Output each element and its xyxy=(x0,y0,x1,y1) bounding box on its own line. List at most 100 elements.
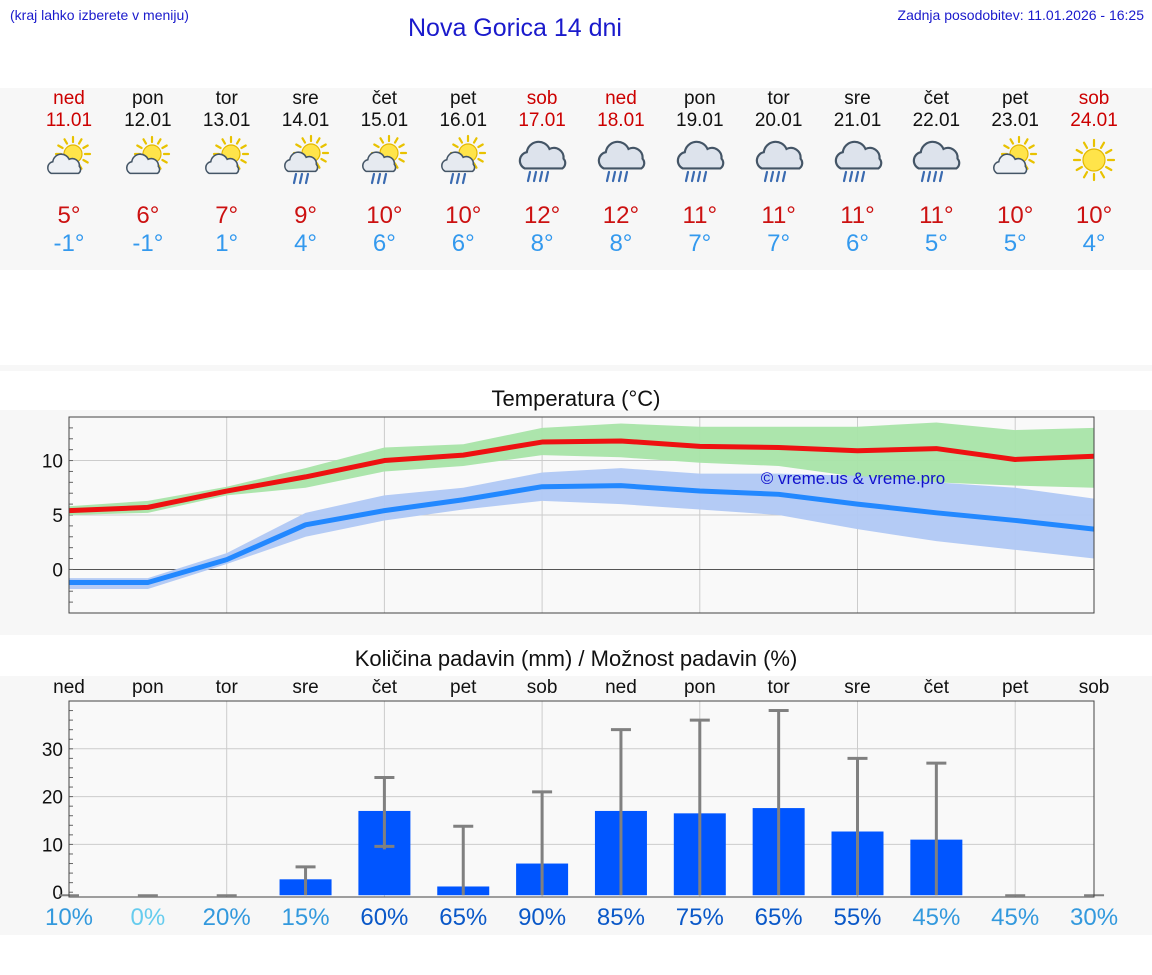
precip-probability: 45% xyxy=(912,904,961,931)
temp-min: 4° xyxy=(294,230,318,257)
cloud-rain-icon xyxy=(751,134,807,190)
temp-max: 12° xyxy=(602,202,640,229)
temp-max: 11° xyxy=(761,202,796,229)
last-updated: Zadnja posodobitev: 11.01.2026 - 16:25 xyxy=(897,7,1144,23)
sun-rain-icon xyxy=(356,134,412,190)
day-date: 16.01 xyxy=(439,110,488,131)
sun-rain-icon xyxy=(435,134,491,190)
day-column[interactable]: pet 23.01 10° 5° xyxy=(976,88,1054,258)
sun-icon xyxy=(1066,134,1122,190)
day-column[interactable]: ned 11.01 5° -1° xyxy=(30,88,108,258)
day-column[interactable]: sre 14.01 9° 4° xyxy=(267,88,345,258)
sun-rain-icon xyxy=(278,134,334,190)
day-date: 12.01 xyxy=(124,110,172,131)
x-day-label: ned xyxy=(53,677,85,698)
plot-frame xyxy=(68,700,1095,898)
forecast-band xyxy=(0,88,1152,270)
temp-min: 7° xyxy=(688,230,712,257)
x-day-label: ned xyxy=(605,677,637,698)
temp-min: 6° xyxy=(846,230,869,257)
temp-max: 10° xyxy=(445,202,482,229)
day-column[interactable]: ned 18.01 12° 8° xyxy=(582,88,660,258)
x-day-label: sob xyxy=(527,677,558,698)
cloud-rain-icon xyxy=(830,134,886,190)
temp-max: 10° xyxy=(1075,202,1113,229)
precip-probability: 15% xyxy=(281,904,330,931)
x-day-label: pon xyxy=(132,677,164,698)
day-column[interactable]: tor 13.01 7° 1° xyxy=(188,88,266,258)
temp-max: 9° xyxy=(294,202,318,229)
day-date: 19.01 xyxy=(676,110,724,131)
day-column[interactable]: čet 15.01 10° 6° xyxy=(345,88,423,258)
x-day-label: tor xyxy=(768,677,791,698)
sun-cloud-icon xyxy=(199,134,255,190)
precip-probability: 65% xyxy=(439,904,488,931)
day-name: tor xyxy=(767,88,790,109)
day-column[interactable]: sob 24.01 10° 4° xyxy=(1055,88,1133,258)
x-day-label: pon xyxy=(684,677,716,698)
daily-forecast: ned 11.01 5° -1° pon 12.01 6° -1° tor 13.01 7° 1° sr… xyxy=(0,88,1152,268)
day-name: ned xyxy=(605,88,637,109)
day-name: ned xyxy=(53,88,85,109)
precip-probability: 45% xyxy=(991,904,1040,931)
day-column[interactable]: sre 21.01 11° 6° xyxy=(819,88,897,258)
temp-max: 10° xyxy=(366,202,403,229)
day-column[interactable]: pon 19.01 11° 7° xyxy=(661,88,739,258)
x-day-label: pet xyxy=(1002,677,1029,698)
temp-max: 11° xyxy=(919,202,954,229)
cloud-rain-icon xyxy=(908,134,964,190)
day-name: pet xyxy=(1001,88,1029,109)
day-column[interactable]: pon 12.01 6° -1° xyxy=(109,88,187,258)
x-day-label: sob xyxy=(1079,677,1110,698)
cloud-rain-icon xyxy=(672,134,728,190)
sun-cloud-icon xyxy=(120,134,176,190)
precip-probability: 30% xyxy=(1070,904,1119,931)
day-name: sob xyxy=(1078,88,1110,109)
temp-min: 8° xyxy=(530,230,554,257)
temp-min: 6° xyxy=(372,230,396,257)
location-menu-hint[interactable]: (kraj lahko izberete v meniju) xyxy=(10,7,189,23)
temp-max: 10° xyxy=(997,202,1034,229)
day-column[interactable]: čet 22.01 11° 5° xyxy=(897,88,975,258)
day-column[interactable]: pet 16.01 10° 6° xyxy=(424,88,502,258)
day-name: pon xyxy=(131,88,164,109)
day-date: 24.01 xyxy=(1070,110,1118,131)
day-name: pon xyxy=(683,88,716,109)
temp-max: 11° xyxy=(840,202,875,229)
y-tick-label: 30 xyxy=(42,740,63,761)
temp-min: 8° xyxy=(609,230,633,257)
day-date: 15.01 xyxy=(360,110,409,131)
day-date: 21.01 xyxy=(833,110,882,131)
x-day-label: tor xyxy=(216,677,239,698)
min-temp-line xyxy=(69,483,1095,586)
temp-max: 12° xyxy=(523,202,561,229)
plot-frame xyxy=(68,416,1095,614)
day-name: tor xyxy=(215,88,238,109)
max-temp-line xyxy=(68,438,1095,514)
day-column[interactable]: tor 20.01 11° 7° xyxy=(740,88,818,258)
precip-probability: 75% xyxy=(675,904,724,931)
y-tick-label: 10 xyxy=(42,835,63,856)
day-column[interactable]: sob 17.01 12° 8° xyxy=(503,88,581,258)
temp-min: 5° xyxy=(1003,230,1027,257)
temp-min: 7° xyxy=(767,230,791,257)
precip-probability-row: 10% 0% 20% 15% 60% 65% 90% 85% 75% 65% 55% 45% 45% 30… xyxy=(0,903,1152,935)
y-tick-label: 20 xyxy=(42,788,63,809)
day-date: 13.01 xyxy=(202,110,251,131)
day-date: 23.01 xyxy=(991,110,1039,131)
watermark: © vreme.us & vreme.pro xyxy=(761,469,945,488)
day-name: čet xyxy=(923,88,950,109)
day-name: sre xyxy=(844,88,871,109)
temp-min: -1° xyxy=(132,230,164,257)
temp-min: 5° xyxy=(924,230,948,257)
precip-probability: 90% xyxy=(518,904,567,931)
page-title: Nova Gorica 14 dni xyxy=(407,14,622,42)
day-name: čet xyxy=(371,88,398,109)
temp-min: -1° xyxy=(53,230,85,257)
day-date: 18.01 xyxy=(597,110,645,131)
precip-probability: 55% xyxy=(833,904,882,931)
day-date: 22.01 xyxy=(912,110,961,131)
precipitation-chart: ned pon tor sre čet pet sob ned pon tor sre čet pet s… xyxy=(42,677,1110,902)
day-date: 14.01 xyxy=(281,110,330,131)
day-name: sob xyxy=(526,88,558,109)
